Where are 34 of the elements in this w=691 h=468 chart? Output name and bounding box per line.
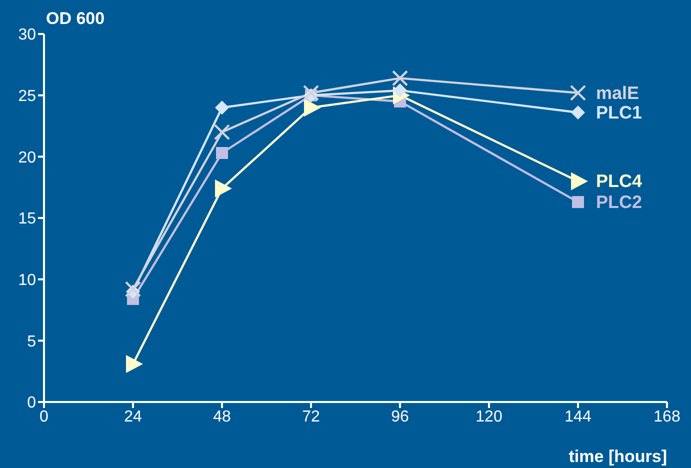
x-axis-title: time [hours] <box>568 447 667 466</box>
point <box>571 106 585 120</box>
point <box>572 196 584 208</box>
y-tick-label: 30 <box>18 26 36 44</box>
point <box>571 172 588 190</box>
x-tick-label: 96 <box>391 408 409 426</box>
y-tick-label: 10 <box>18 272 36 290</box>
point <box>214 124 230 140</box>
x-tick-label: 0 <box>40 408 49 426</box>
point <box>304 98 321 117</box>
x-tick-label: 24 <box>124 408 142 426</box>
point <box>215 100 229 115</box>
point <box>302 84 320 101</box>
point <box>216 146 228 159</box>
series-label: PLC2 <box>596 192 642 212</box>
y-tick-label: 25 <box>18 88 36 106</box>
series-label: PLC4 <box>596 171 642 192</box>
x-tick-label: 144 <box>564 408 592 426</box>
y-tick-label: 0 <box>27 394 36 412</box>
point <box>215 180 232 198</box>
point <box>124 281 142 298</box>
x-tick-label: 120 <box>476 408 502 426</box>
point <box>570 84 586 101</box>
series-label: malE <box>596 82 640 103</box>
y-axis-title: OD 600 <box>46 9 105 28</box>
x-tick-label: 48 <box>213 408 231 426</box>
point <box>392 70 408 86</box>
series-label: PLC1 <box>596 102 642 123</box>
x-tick-label: 168 <box>654 408 680 426</box>
y-tick-label: 15 <box>18 210 36 228</box>
y-tick-label: 20 <box>18 149 36 166</box>
y-tick-label: 5 <box>27 333 36 350</box>
x-tick-label: 72 <box>302 408 320 426</box>
point <box>126 354 143 373</box>
